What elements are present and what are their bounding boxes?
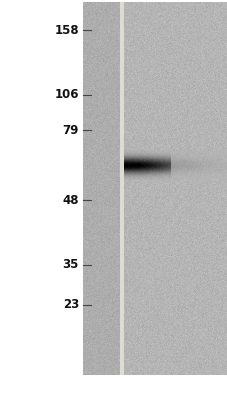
Text: 158: 158 <box>54 24 79 36</box>
Bar <box>119 2 123 375</box>
Text: 23: 23 <box>62 298 79 312</box>
Text: 35: 35 <box>62 258 79 272</box>
Text: 79: 79 <box>62 124 79 136</box>
Bar <box>0 375 227 400</box>
Bar <box>0 0 83 400</box>
Text: 48: 48 <box>62 194 79 206</box>
Text: 106: 106 <box>54 88 79 102</box>
